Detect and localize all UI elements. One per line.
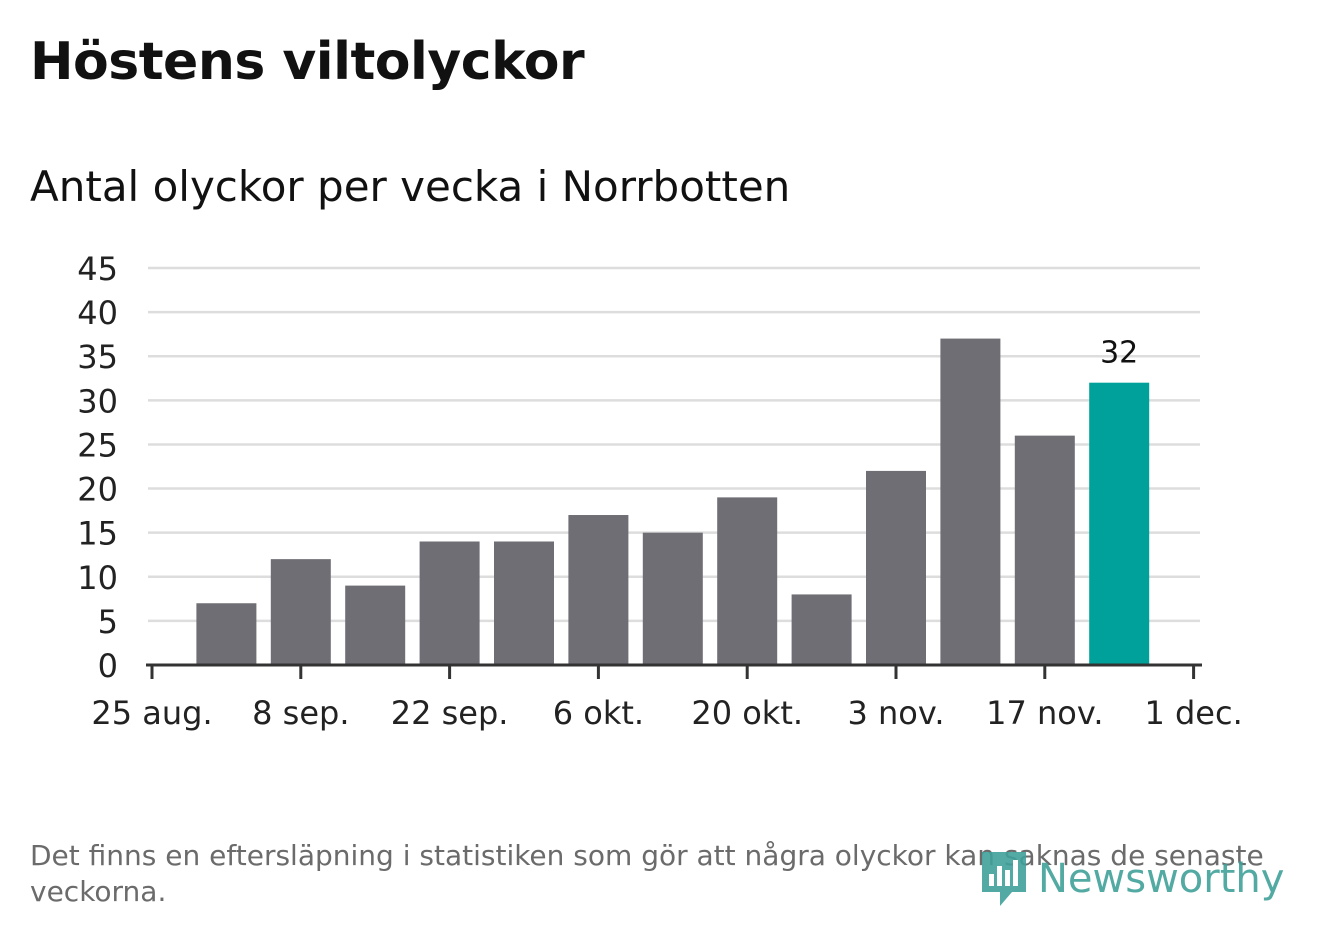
y-tick-label: 10 [77, 559, 118, 597]
bar [1014, 435, 1075, 665]
bar [494, 541, 554, 665]
bar [717, 497, 778, 665]
chart-title: Höstens viltolyckor [30, 32, 585, 92]
bar [345, 585, 406, 665]
y-tick-label: 5 [98, 603, 118, 641]
y-tick-label: 40 [77, 294, 118, 332]
bar-highlighted [1089, 382, 1150, 665]
chart-subtitle: Antal olyckor per vecka i Norrbotten [30, 162, 791, 211]
x-tick-label: 8 sep. [252, 694, 349, 732]
y-tick-label: 35 [77, 338, 118, 376]
bar [791, 594, 852, 665]
bar [196, 603, 257, 665]
data-label: 32 [1100, 336, 1138, 371]
bar [940, 338, 1001, 665]
x-tick-label: 17 nov. [986, 694, 1103, 732]
x-tick-label: 20 okt. [691, 694, 803, 732]
y-tick-label: 15 [77, 515, 118, 553]
x-tick-label: 22 sep. [391, 694, 509, 732]
bar [642, 532, 703, 665]
speech-bubble-bar-chart-icon [982, 852, 1026, 906]
newsworthy-logo: Newsworthy [978, 846, 1284, 912]
y-tick-label: 45 [77, 250, 118, 288]
y-tick-label: 0 [98, 647, 118, 685]
bar [270, 559, 331, 665]
x-tick-label: 6 okt. [553, 694, 644, 732]
y-tick-label: 25 [77, 426, 118, 464]
logo-text: Newsworthy [1038, 856, 1285, 902]
x-tick-label: 3 nov. [847, 694, 944, 732]
x-tick-label: 25 aug. [91, 694, 212, 732]
bar [568, 515, 629, 665]
bar [866, 470, 926, 665]
footnote: Det finns en eftersläpning i statistiken… [30, 839, 1264, 908]
x-tick-label: 1 dec. [1144, 694, 1242, 732]
y-tick-label: 20 [77, 471, 118, 509]
bar [419, 541, 480, 665]
y-tick-label: 30 [77, 382, 118, 420]
